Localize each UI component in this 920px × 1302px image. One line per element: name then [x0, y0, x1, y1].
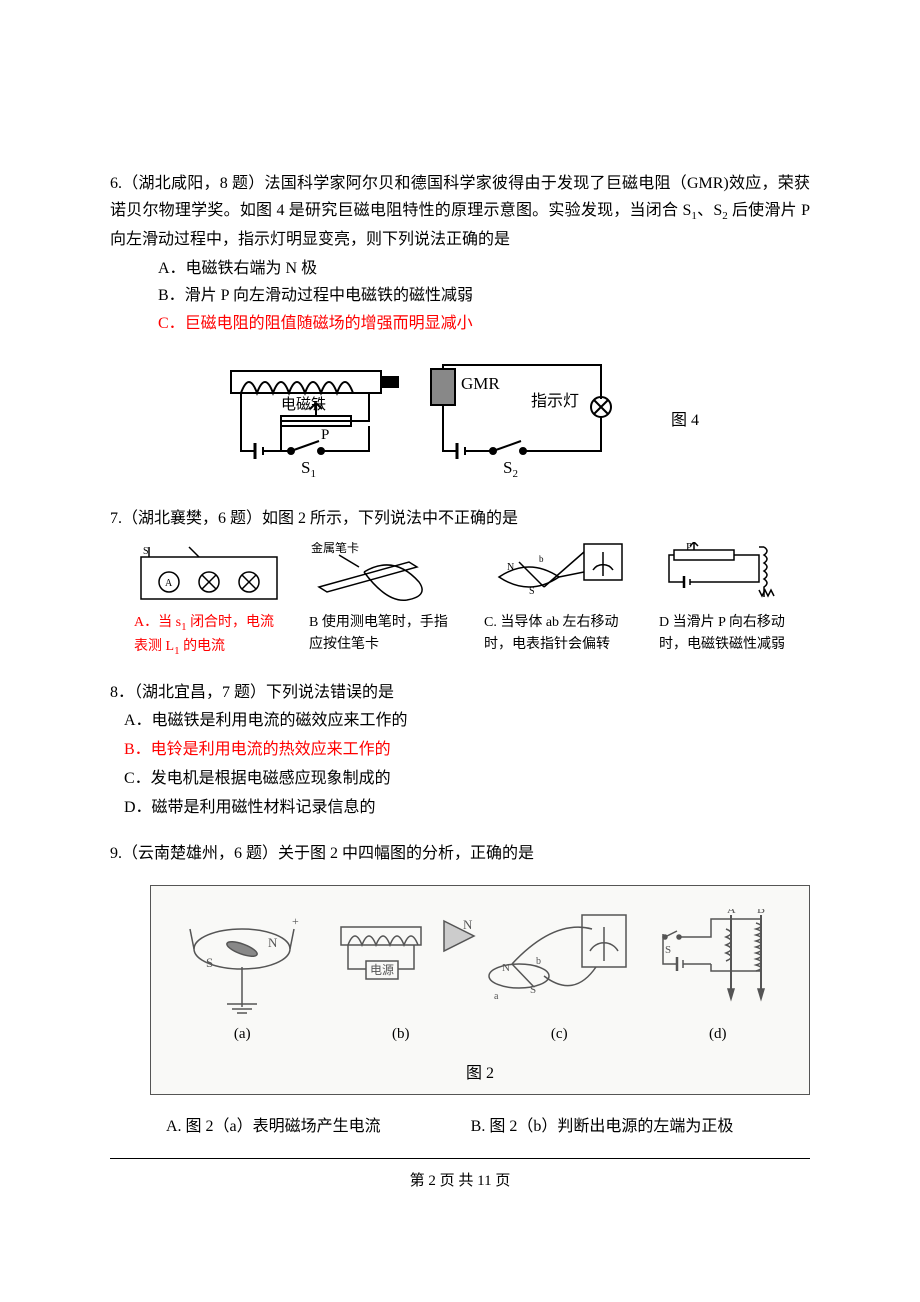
q9-figure: + S N (a): [150, 885, 810, 1095]
q6-opt-b: B．滑片 P 向左滑动过程中电磁铁的磁性减弱: [158, 282, 810, 309]
q7-img-b: 金属笔卡: [309, 542, 459, 602]
q7-item-c: N S b C. 当导体 ab 左右移动时，电表指针会偏转: [484, 542, 635, 661]
svg-text:S: S: [529, 586, 535, 597]
q6-sub-2: 2: [722, 210, 728, 222]
q9-panel: + S N (a): [150, 885, 810, 1095]
q6-opt-a: A．电磁铁右端为 N 极: [158, 255, 810, 282]
iron-nail-coils-icon: S A: [653, 909, 783, 1014]
label-power: 电源: [370, 963, 394, 977]
q7-item-b: 金属笔卡 B 使用测电笔时，手指应按住笔卡: [309, 542, 460, 661]
circuit-diagram-icon: 电磁铁 P S1: [221, 361, 641, 481]
rheostat-coil-icon: P: [664, 542, 804, 602]
q9-options-row: A. 图 2（a）表明磁场产生电流 B. 图 2（b）判断出电源的左端为正极: [110, 1113, 810, 1140]
question-7: 7.（湖北襄樊，6 题）如图 2 所示，下列说法中不正确的是 A S A．当 s…: [110, 505, 810, 661]
test-pen-icon: 金属笔卡: [309, 542, 459, 602]
svg-text:N: N: [463, 917, 473, 932]
svg-text:b: b: [536, 956, 541, 967]
q7-figure-row: A S A．当 s1 闭合时，电流表测 L1 的电流 金属笔卡: [134, 542, 810, 661]
q7-img-c: N S b: [484, 542, 634, 602]
q7-caption-a: A．当 s1 闭合时，电流表测 L1 的电流: [134, 612, 285, 661]
q6-stem-mid: 、S: [697, 202, 722, 219]
q8-opt-a: A．电磁铁是利用电流的磁效应来工作的: [110, 707, 810, 735]
q9-panel-caption: 图 2: [151, 1060, 809, 1094]
q9-sub-c: N S b a (c): [484, 906, 634, 1048]
q9-label-b: (b): [392, 1022, 410, 1048]
footer-rule: [110, 1158, 810, 1159]
q6-caption: 图 4: [671, 407, 699, 434]
q9-opt-a: A. 图 2（a）表明磁场产生电流: [166, 1113, 381, 1140]
svg-text:A: A: [165, 578, 173, 589]
q9-panel-row: + S N (a): [151, 886, 809, 1060]
ammeter-lamps-icon: A S: [139, 542, 279, 602]
q7-item-a: A S A．当 s1 闭合时，电流表测 L1 的电流: [134, 542, 285, 661]
q6-options: A．电磁铁右端为 N 极 B．滑片 P 向左滑动过程中电磁铁的磁性减弱 C．巨磁…: [110, 255, 810, 337]
q7-img-a: A S: [134, 542, 284, 602]
svg-text:S: S: [665, 944, 671, 956]
induction-galvanometer-icon: N S b a: [484, 909, 634, 1014]
svg-text:B: B: [757, 909, 765, 916]
label-s2: S2: [503, 458, 518, 480]
q8-stem: 8．（湖北宜昌，7 题）下列说法错误的是: [110, 679, 810, 706]
svg-text:b: b: [539, 554, 544, 564]
q7-stem: 7.（湖北襄樊，6 题）如图 2 所示，下列说法中不正确的是: [110, 505, 810, 532]
q7-caption-b: B 使用测电笔时，手指应按住笔卡: [309, 612, 460, 657]
q9-sub-a: + S N (a): [167, 906, 317, 1048]
svg-text:N: N: [268, 935, 278, 950]
label-gmr: GMR: [461, 374, 500, 393]
q6-figure: 电磁铁 P S1: [110, 361, 810, 481]
q7-caption-c: C. 当导体 ab 左右移动时，电表指针会偏转: [484, 612, 635, 657]
svg-text:N: N: [507, 562, 514, 573]
q9-label-a: (a): [234, 1022, 251, 1048]
q9-opt-b: B. 图 2（b）判断出电源的左端为正极: [471, 1113, 734, 1140]
svg-text:a: a: [494, 991, 499, 1002]
compass-loop-icon: + S N: [182, 909, 302, 1014]
q8-opt-d: D．磁带是利用磁性材料记录信息的: [110, 794, 810, 822]
svg-text:N: N: [502, 962, 510, 974]
q8-opt-b: B．电铃是利用电流的热效应来工作的: [110, 736, 810, 764]
q9-label-d: (d): [709, 1022, 727, 1048]
q9-label-c: (c): [551, 1022, 568, 1048]
q7-caption-d: D 当滑片 P 向右移动时，电磁铁磁性减弱: [659, 612, 810, 657]
q8-opt-c: C．发电机是根据电磁感应现象制成的: [110, 765, 810, 793]
page-current: 2: [428, 1173, 436, 1189]
q7-item-d: P D 当滑片 P 向右移动时，电磁铁磁性减弱: [659, 542, 810, 661]
galvanometer-magnet-icon: N S b: [489, 542, 629, 602]
svg-text:A: A: [727, 909, 736, 916]
label-p: P: [321, 427, 329, 443]
question-9: 9.（云南楚雄州，6 题）关于图 2 中四幅图的分析，正确的是 +: [110, 840, 810, 1140]
label-s1: S1: [301, 458, 316, 480]
page-footer: 第 2 页 共 11 页: [110, 1169, 810, 1190]
q9-stem: 9.（云南楚雄州，6 题）关于图 2 中四幅图的分析，正确的是: [110, 840, 810, 867]
q6-stem: 6.（湖北咸阳，8 题）法国科学家阿尔贝和德国科学家彼得由于发现了巨磁电阻（GM…: [110, 170, 810, 253]
q9-sub-b: 电源 N (b): [326, 906, 476, 1048]
solenoid-battery-icon: 电源 N: [326, 909, 476, 1014]
q7-img-d: P: [659, 542, 809, 602]
svg-text:S: S: [143, 546, 149, 557]
label-pen-clip: 金属笔卡: [311, 542, 359, 555]
question-8: 8．（湖北宜昌，7 题）下列说法错误的是 A．电磁铁是利用电流的磁效应来工作的 …: [110, 679, 810, 822]
q6-opt-c: C．巨磁电阻的阻值随磁场的增强而明显减小: [158, 310, 810, 337]
label-electromagnet: 电磁铁: [281, 396, 326, 413]
svg-text:S: S: [206, 955, 213, 970]
q8-options: A．电磁铁是利用电流的磁效应来工作的 B．电铃是利用电流的热效应来工作的 C．发…: [110, 707, 810, 822]
svg-text:+: +: [292, 914, 299, 928]
page-total: 11: [477, 1173, 491, 1189]
q9-sub-d: S A: [643, 906, 793, 1048]
svg-text:P: P: [686, 542, 692, 553]
question-6: 6.（湖北咸阳，8 题）法国科学家阿尔贝和德国科学家彼得由于发现了巨磁电阻（GM…: [110, 170, 810, 481]
label-indicator: 指示灯: [531, 392, 579, 410]
